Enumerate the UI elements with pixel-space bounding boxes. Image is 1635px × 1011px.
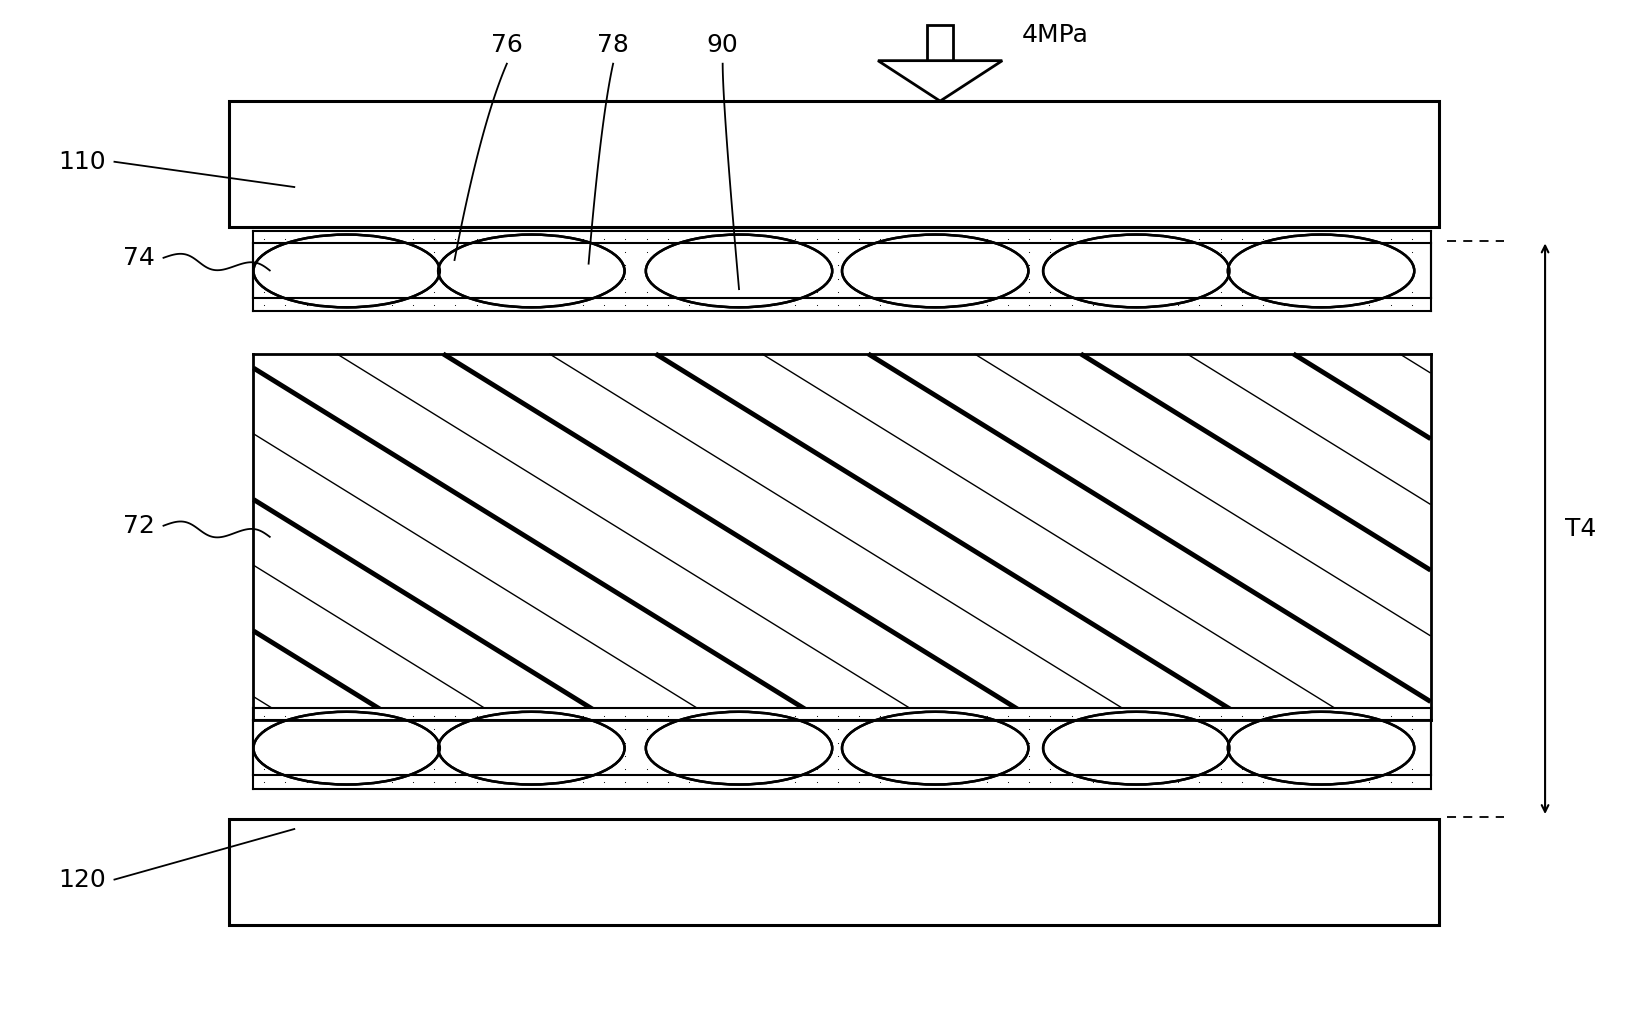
Ellipse shape [253,235,440,307]
Text: 110: 110 [59,150,106,174]
Ellipse shape [438,235,625,307]
Ellipse shape [438,712,625,785]
Ellipse shape [646,235,832,307]
Ellipse shape [842,712,1028,785]
Text: 4MPa: 4MPa [1022,23,1089,48]
Polygon shape [878,61,1002,101]
Ellipse shape [646,712,832,785]
Bar [253,243,1431,298]
Text: 76: 76 [490,33,523,58]
Text: 78: 78 [597,33,629,58]
Bar [253,720,1431,775]
Text: T4: T4 [1565,517,1597,541]
Bar [229,101,1439,227]
Bar [253,354,1431,720]
Bar [927,25,953,61]
Ellipse shape [1043,235,1230,307]
Text: 72: 72 [124,514,155,538]
Bar [253,231,1431,311]
Ellipse shape [1228,235,1414,307]
Bar [229,819,1439,925]
Text: 74: 74 [124,246,155,270]
Ellipse shape [253,712,440,785]
Text: 90: 90 [706,33,739,58]
Ellipse shape [1228,712,1414,785]
Ellipse shape [1043,712,1230,785]
Text: 120: 120 [59,867,106,892]
Bar [253,708,1431,789]
Ellipse shape [842,235,1028,307]
